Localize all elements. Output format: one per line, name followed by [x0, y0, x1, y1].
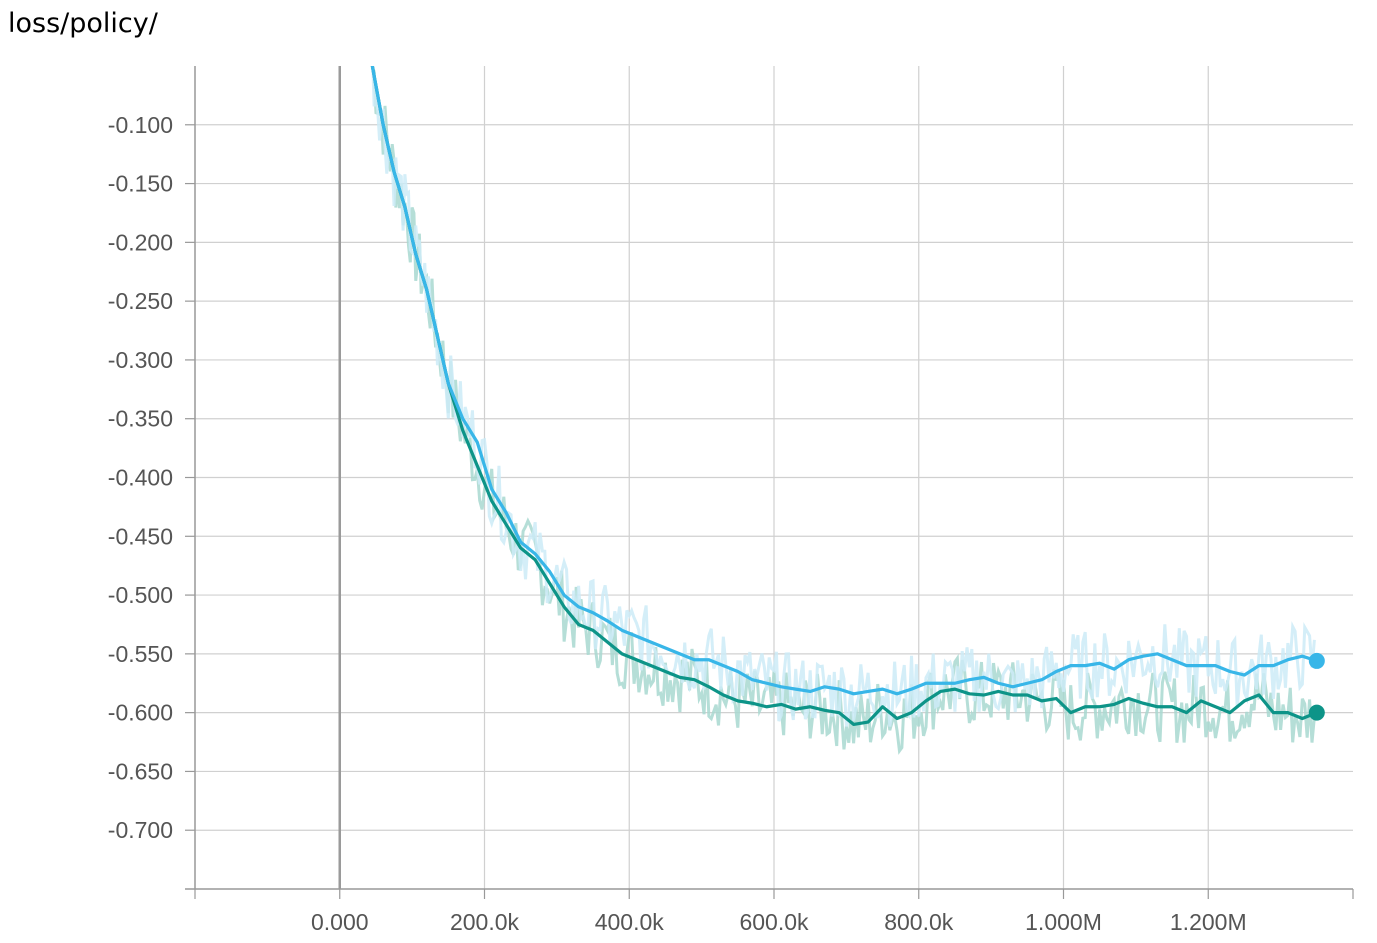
- x-tick-label: 600.0k: [739, 909, 809, 935]
- series-line: [370, 66, 1318, 727]
- tick-labels: -0.100 -0.150 -0.200 -0.250 -0.300 -0.350 -0.4…: [108, 112, 1247, 935]
- y-tick-label: -0.650: [108, 758, 173, 784]
- y-tick-label: -0.150: [108, 171, 173, 197]
- y-tick-label: -0.350: [108, 406, 173, 432]
- y-tick-label: -0.700: [108, 817, 173, 843]
- y-tick-label: -0.250: [108, 288, 173, 314]
- y-tick-label: -0.550: [108, 641, 173, 667]
- y-tick-label: -0.100: [108, 112, 173, 138]
- y-tick-label: -0.500: [108, 582, 173, 608]
- y-tick-label: -0.400: [108, 465, 173, 491]
- series-endpoint: [1308, 652, 1325, 669]
- y-tick-label: -0.600: [108, 700, 173, 726]
- x-tick-label: 800.0k: [884, 909, 954, 935]
- raw-series: [370, 66, 1316, 755]
- series-line: [370, 66, 1318, 696]
- axes: [185, 66, 1354, 899]
- y-tick-label: -0.300: [108, 347, 173, 373]
- raw-series-line: [371, 66, 1316, 727]
- chart-title: loss/policy/: [8, 8, 158, 39]
- x-tick-label: 1.000M: [1025, 909, 1102, 935]
- smoothed-series: [370, 66, 1325, 727]
- x-tick-label: 200.0k: [450, 909, 520, 935]
- raw-series-line: [370, 66, 1316, 755]
- y-tick-label: -0.200: [108, 229, 173, 255]
- grid: [195, 66, 1353, 889]
- series-endpoint: [1308, 704, 1325, 721]
- x-tick-label: 400.0k: [595, 909, 665, 935]
- x-tick-label: 1.200M: [1170, 909, 1247, 935]
- y-tick-label: -0.450: [108, 523, 173, 549]
- x-tick-label: 0.000: [311, 909, 369, 935]
